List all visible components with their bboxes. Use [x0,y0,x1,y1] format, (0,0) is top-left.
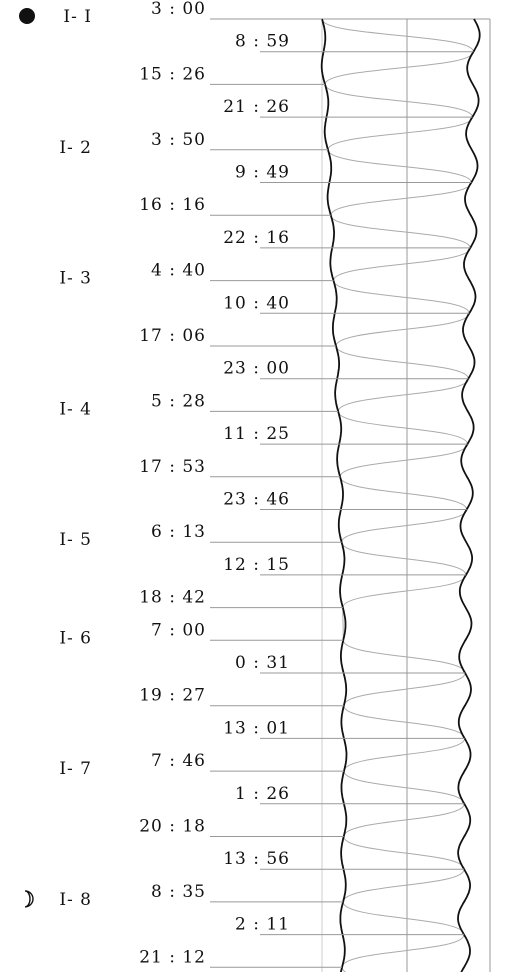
date-label: I- I [63,7,92,27]
date-label: I- 5 [59,530,92,550]
high-tide-time: 17 : 53 [139,457,206,477]
high-envelope-right [457,18,481,972]
low-tide-time: 2 : 11 [235,915,290,935]
high-tide-time: 21 : 12 [139,947,206,967]
high-tide-time: 15 : 26 [139,64,206,84]
low-tide-time: 0 : 31 [235,653,290,673]
date-label: I- 4 [59,399,92,419]
date-label: I- 6 [59,628,92,648]
low-tide-time: 23 : 00 [223,359,290,379]
low-tide-time: 12 : 15 [223,555,290,575]
high-tide-time: 3 : 00 [151,0,206,19]
high-tide-time: 4 : 40 [151,261,206,281]
low-tide-time: 11 : 25 [223,424,290,444]
low-tide-time: 8 : 59 [235,32,290,52]
low-tide-time: 22 : 16 [223,228,290,248]
date-label: I- 3 [59,269,92,289]
high-tide-time: 17 : 06 [139,326,206,346]
high-tide-time: 8 : 35 [151,882,206,902]
low-tide-time: 9 : 49 [235,163,290,183]
low-tide-time: 23 : 46 [223,490,290,510]
high-tide-time: 18 : 42 [139,588,206,608]
low-envelope-left [320,18,348,972]
tide-wave [321,18,474,972]
high-tide-time: 7 : 00 [151,620,206,640]
low-tide-time: 1 : 26 [235,784,290,804]
first-quarter-moon-icon [24,890,34,908]
high-tide-time: 7 : 46 [151,751,206,771]
new-moon-icon [19,8,35,24]
low-tide-time: 13 : 56 [223,849,290,869]
high-tide-time: 19 : 27 [139,686,206,706]
high-tide-time: 3 : 50 [151,130,206,150]
high-tide-time: 6 : 13 [151,522,206,542]
low-tide-time: 13 : 01 [223,718,290,738]
low-tide-time: 21 : 26 [223,97,290,117]
high-tide-time: 5 : 28 [151,391,206,411]
date-label: I- 8 [59,890,92,910]
date-label: I- 7 [59,759,92,779]
date-label: I- 2 [59,138,92,158]
high-tide-time: 16 : 16 [139,195,206,215]
low-tide-time: 10 : 40 [223,293,290,313]
high-tide-time: 20 : 18 [139,817,206,837]
